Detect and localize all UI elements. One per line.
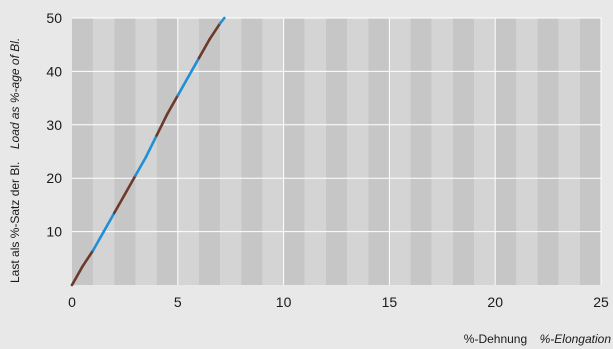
series-segment — [113, 192, 127, 215]
plot-band — [516, 18, 538, 285]
series-segment — [123, 174, 137, 196]
y-axis-label-en: Load as %-age of Bl. — [8, 38, 22, 149]
x-axis-label-en: %-Elongation — [540, 332, 612, 346]
plot-band — [347, 18, 369, 285]
plot-band — [325, 18, 348, 285]
y-axis-label-de: Last als %-Satz der Bl. — [8, 162, 22, 283]
plot-band — [241, 18, 263, 285]
x-tick-labels: 0 5 10 15 20 25 — [68, 294, 609, 310]
plot-band — [431, 18, 453, 285]
plot-band — [410, 18, 432, 285]
series-segment — [81, 248, 95, 268]
y-tick-label: 30 — [46, 117, 62, 133]
series-segment — [208, 22, 222, 41]
series-segment — [155, 112, 169, 137]
plot-band — [114, 18, 136, 285]
x-tick-label: 5 — [174, 294, 182, 310]
y-tick-label: 20 — [46, 170, 62, 186]
series-segment — [218, 16, 226, 25]
plot-band — [389, 18, 411, 285]
y-tick-label: 40 — [46, 63, 62, 79]
plot-band — [72, 18, 94, 285]
x-axis-label: %-Dehnung %-Elongation — [464, 330, 612, 347]
plot-band — [156, 18, 178, 285]
x-axis-label-de: %-Dehnung — [464, 332, 527, 346]
plot-background — [72, 18, 601, 285]
y-tick-label: 10 — [46, 224, 62, 240]
plot-band — [537, 18, 559, 285]
plot-band — [495, 18, 517, 285]
series-segment — [144, 134, 158, 159]
plot-band — [368, 18, 390, 285]
plot-band — [283, 18, 305, 285]
x-tick-label: 10 — [276, 294, 292, 310]
y-tick-labels: 10 20 30 40 50 — [46, 10, 62, 240]
plot-band — [474, 18, 496, 285]
series-segment — [187, 56, 201, 79]
series-line — [70, 16, 226, 287]
plot-band — [452, 18, 475, 285]
plot-band — [220, 18, 242, 285]
plot-band — [304, 18, 326, 285]
series-segment — [70, 265, 84, 287]
series-segment — [102, 211, 116, 233]
x-tick-label: 0 — [68, 294, 76, 310]
series-segment — [165, 94, 180, 116]
plot-band — [135, 18, 157, 285]
plot-band — [262, 18, 284, 285]
series-segment — [134, 155, 148, 177]
grid-lines — [72, 17, 602, 285]
y-tick-label: 50 — [46, 10, 62, 26]
plot-band — [198, 18, 221, 285]
x-tick-label: 15 — [382, 294, 398, 310]
series-segment — [176, 75, 190, 97]
series-segment — [197, 38, 211, 60]
plot-band — [579, 18, 601, 285]
plot-band — [177, 18, 199, 285]
x-tick-label: 20 — [487, 294, 503, 310]
y-axis-label: Last als %-Satz der Bl. Load as %-age of… — [6, 38, 23, 283]
series-segment — [91, 230, 106, 252]
plot-band — [93, 18, 115, 285]
x-tick-label: 25 — [593, 294, 609, 310]
plot-band — [558, 18, 580, 285]
